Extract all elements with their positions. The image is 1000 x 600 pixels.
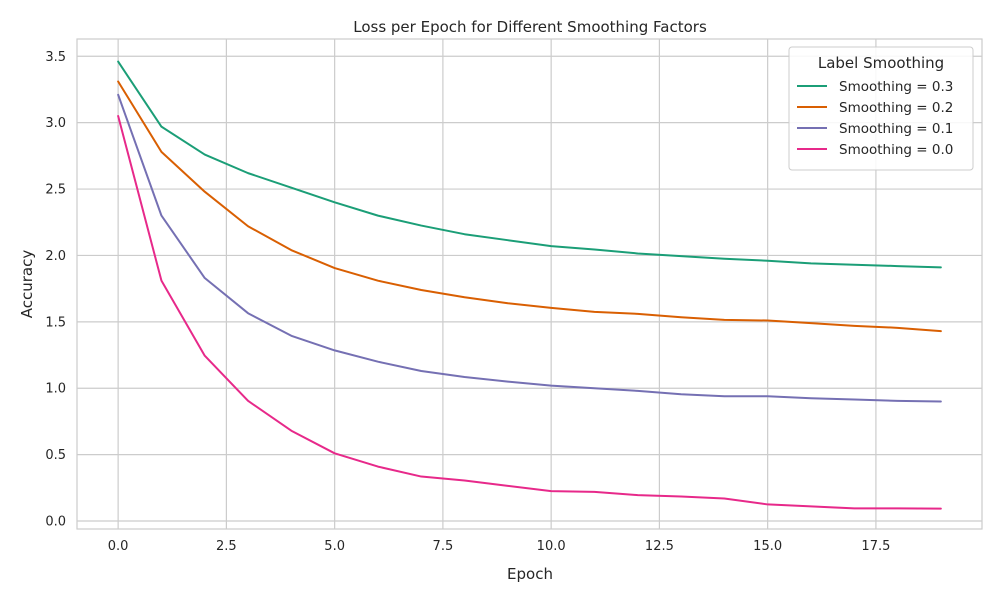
x-tick-label: 5.0 bbox=[324, 539, 345, 554]
legend-label-3: Smoothing = 0.0 bbox=[839, 142, 953, 158]
x-tick-label: 7.5 bbox=[433, 539, 454, 554]
x-tick-label: 2.5 bbox=[216, 539, 237, 554]
x-tick-label: 0.0 bbox=[108, 539, 129, 554]
x-tick-label: 10.0 bbox=[537, 539, 566, 554]
y-tick-label: 3.5 bbox=[45, 50, 66, 65]
y-tick-label: 1.0 bbox=[45, 382, 66, 397]
y-tick-label: 2.5 bbox=[45, 183, 66, 198]
series-line-1 bbox=[117, 80, 942, 333]
series-line-2 bbox=[117, 93, 942, 403]
series-lines bbox=[117, 60, 942, 510]
legend-label-1: Smoothing = 0.2 bbox=[839, 100, 953, 116]
y-tick-label: 0.5 bbox=[45, 448, 66, 463]
x-tick-label: 17.5 bbox=[861, 539, 890, 554]
legend: Label Smoothing Smoothing = 0.3Smoothing… bbox=[788, 46, 974, 171]
series-line-0 bbox=[117, 60, 942, 269]
y-tick-label: 0.0 bbox=[45, 515, 66, 530]
y-tick-label: 1.5 bbox=[45, 315, 66, 330]
legend-label-2: Smoothing = 0.1 bbox=[839, 121, 953, 137]
series-line-3 bbox=[117, 115, 942, 510]
tick-labels: 0.0 2.5 5.0 7.5 10.0 12.5 15.0 17.5 0.0 0.5 1.0 1.5… bbox=[45, 50, 890, 554]
chart-title: Loss per Epoch for Different Smoothing F… bbox=[353, 18, 707, 36]
x-axis-label: Epoch bbox=[507, 565, 553, 583]
x-tick-label: 12.5 bbox=[645, 539, 674, 554]
legend-box bbox=[788, 46, 974, 171]
y-tick-label: 2.0 bbox=[45, 249, 66, 264]
x-tick-label: 15.0 bbox=[753, 539, 782, 554]
legend-items: Smoothing = 0.3 Smoothing = 0.2 Smoothing … bbox=[797, 79, 953, 158]
y-axis-label: Accuracy bbox=[18, 250, 36, 319]
legend-label-0: Smoothing = 0.3 bbox=[839, 79, 953, 95]
grid bbox=[77, 39, 982, 529]
y-tick-label: 3.0 bbox=[45, 116, 66, 131]
legend-title: Label Smoothing bbox=[818, 54, 944, 72]
